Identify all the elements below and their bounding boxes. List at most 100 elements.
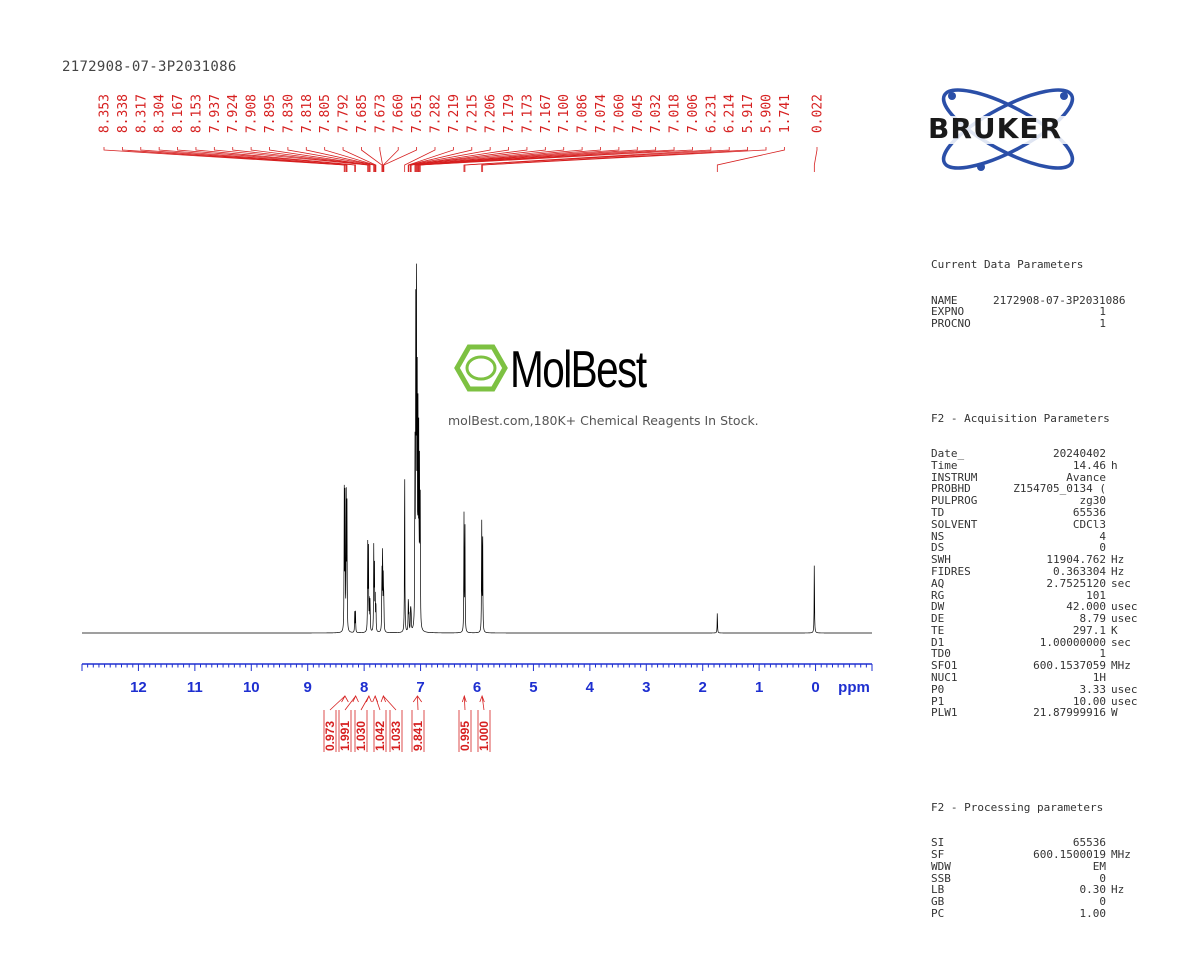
- param-key: GB: [931, 895, 945, 909]
- axis-tick-label: 4: [586, 679, 595, 696]
- param-value: Avance: [1066, 470, 1106, 484]
- peak-label: 7.660: [392, 94, 407, 133]
- param-value: 4: [1099, 529, 1106, 543]
- ppm-axis: 12 11 10 9 8 7 6 5 4 3 2 1 0 ppm: [81, 663, 873, 696]
- param-unit: usec: [1111, 600, 1138, 614]
- param-row: SF 600.1500019 MHz: [931, 849, 1138, 861]
- peak-label: 1.741: [778, 94, 793, 133]
- param-key: PROBHD: [931, 482, 971, 496]
- param-row: NAME 2172908-07-3P2031086: [931, 293, 1138, 307]
- param-value: EM: [1092, 859, 1106, 873]
- param-unit: W: [1111, 706, 1118, 720]
- current-data-title: Current Data Parameters: [931, 258, 1084, 272]
- watermark-caption: molBest.com,180K+ Chemical Reagents In S…: [448, 413, 759, 428]
- param-key: AQ: [931, 576, 945, 590]
- param-key: P1: [931, 694, 945, 708]
- peak-label: 8.153: [189, 94, 204, 133]
- peak-label: 7.895: [263, 94, 278, 133]
- peak-leader-line: [383, 147, 418, 172]
- peak-label: 7.282: [429, 94, 444, 133]
- param-unit: [1106, 873, 1111, 885]
- param-row: SI 65536: [931, 837, 1138, 849]
- processing-group: F2 - Processing parameters SI 65536 SF 600.…: [931, 778, 1138, 943]
- integral-group: 0.973 1.991 1.030 1.042 1.033 9.841 0.995 1.000: [323, 694, 491, 752]
- param-unit: usec: [1111, 682, 1138, 696]
- peak-label: 7.673: [373, 94, 388, 133]
- param-key: DW: [931, 600, 945, 614]
- param-key: NS: [931, 529, 945, 543]
- param-key: PULPROG: [931, 494, 978, 508]
- bruker-logo: [924, 88, 1094, 171]
- param-key: FIDRES: [931, 564, 971, 578]
- peak-leader-line: [404, 147, 436, 172]
- molbest-hexagon-icon: [454, 344, 508, 392]
- param-row: RG 101: [931, 588, 1138, 602]
- integral-value: 1.030: [354, 721, 368, 751]
- peak-leader-line: [177, 147, 356, 172]
- peak-leader-line: [410, 147, 546, 172]
- param-row: PLW1 21.87999916 W: [931, 707, 1138, 719]
- peak-leader-line: [195, 147, 356, 172]
- param-row: INSTRUM Avance: [931, 470, 1138, 484]
- param-unit: [1106, 507, 1111, 519]
- param-unit: sec: [1111, 576, 1131, 590]
- acquisition-parameters-panel: Current Data Parameters NAME 2172908-07-3…: [931, 212, 1138, 967]
- param-key: NAME: [931, 293, 958, 307]
- integral-value: 1.033: [389, 721, 403, 751]
- peak-label: 6.214: [723, 94, 738, 133]
- param-unit: [1106, 295, 1111, 307]
- peak-label: 7.792: [337, 94, 352, 133]
- axis-tick-label: 9: [304, 679, 312, 696]
- param-value: 21.87999916: [1033, 706, 1106, 720]
- param-value: 1: [1099, 647, 1106, 661]
- integral-value: 0.995: [458, 721, 472, 751]
- peak-label: 7.018: [668, 94, 683, 133]
- peak-label: 7.830: [281, 94, 296, 133]
- peak-label: 5.900: [760, 94, 775, 133]
- param-value: 600.1537059: [1033, 659, 1106, 673]
- peak-label: 0.022: [811, 94, 826, 133]
- axis-tick-label: 1: [755, 679, 763, 696]
- peak-leader-lines: [103, 147, 818, 172]
- peak-label: 7.818: [300, 94, 315, 133]
- param-value: 101: [1086, 588, 1106, 602]
- param-unit: Hz: [1111, 883, 1125, 897]
- param-row: AQ 2.7525120 sec: [931, 576, 1138, 590]
- param-row: LB 0.30 Hz: [931, 884, 1138, 896]
- param-key: SF: [931, 848, 945, 862]
- peak-leader-line: [103, 147, 345, 172]
- param-value: 1.00: [1079, 907, 1107, 921]
- param-unit: usec: [1111, 612, 1138, 626]
- peak-label: 7.937: [208, 94, 223, 133]
- axis-unit-label: ppm: [838, 679, 870, 696]
- param-key: NUC1: [931, 671, 958, 685]
- axis-tick-label: 3: [642, 679, 650, 696]
- param-row: TD 65536: [931, 507, 1138, 519]
- peak-label: 7.219: [447, 94, 462, 133]
- peak-label: 8.317: [134, 94, 149, 133]
- peak-label: 8.167: [171, 94, 186, 133]
- param-unit: Hz: [1111, 553, 1125, 567]
- sample-id: 2172908-07-3P2031086: [62, 59, 237, 75]
- peak-leader-line: [342, 147, 377, 172]
- param-value: 11904.762: [1046, 553, 1106, 567]
- param-key: P0: [931, 682, 945, 696]
- peak-leader-line: [140, 147, 347, 172]
- integral-leader: [383, 695, 397, 711]
- axis-tick-label: 6: [473, 679, 481, 696]
- param-row: NUC1 1H: [931, 672, 1138, 684]
- param-unit: [1106, 483, 1111, 495]
- param-key: Date_: [931, 446, 965, 460]
- param-value: 10.00: [1072, 694, 1106, 708]
- peak-leader-line: [158, 147, 348, 172]
- peak-label: 7.032: [649, 94, 664, 133]
- param-value: 8.79: [1079, 612, 1107, 626]
- integral-value: 1.000: [477, 721, 491, 751]
- peak-leader-line: [408, 147, 491, 172]
- peak-label: 6.231: [704, 94, 719, 133]
- peak-label-group: 8.353 8.338 8.317 8.304 8.167 8.153 7.937 7.924…: [98, 94, 826, 133]
- integral-leader: [417, 695, 419, 711]
- peak-label: 7.006: [686, 94, 701, 133]
- param-unit: [1106, 531, 1111, 543]
- param-row: P0 3.33 usec: [931, 684, 1138, 696]
